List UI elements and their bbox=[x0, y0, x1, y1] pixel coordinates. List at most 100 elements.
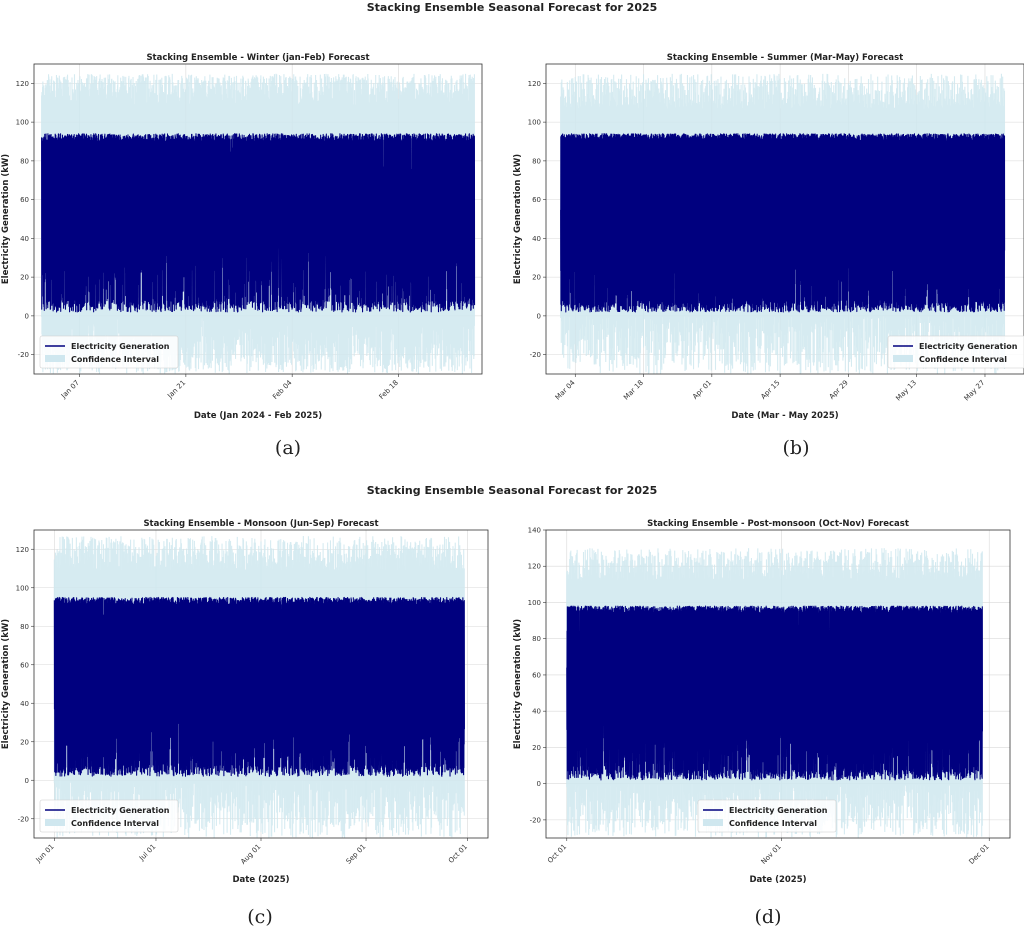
x-tick-label: Apr 01 bbox=[691, 379, 713, 401]
y-tick-label: 0 bbox=[25, 777, 29, 785]
electricity-generation-line bbox=[41, 133, 476, 313]
x-axis-label: Date (Mar - May 2025) bbox=[731, 411, 838, 421]
figure-top-suptitle: Stacking Ensemble Seasonal Forecast for … bbox=[366, 1, 658, 14]
y-tick-label: 0 bbox=[537, 312, 541, 320]
y-tick-label: -20 bbox=[530, 351, 541, 359]
caption-b: (b) bbox=[782, 437, 810, 459]
legend-label-line: Electricity Generation bbox=[71, 806, 170, 815]
y-tick-label: 100 bbox=[16, 119, 29, 127]
y-tick-label: -20 bbox=[18, 351, 29, 359]
caption-d: (d) bbox=[754, 906, 782, 928]
chart-title: Stacking Ensemble - Post-monsoon (Oct-No… bbox=[647, 519, 909, 529]
y-tick-label: 0 bbox=[537, 780, 541, 788]
electricity-generation-line bbox=[53, 596, 465, 777]
legend-box bbox=[39, 799, 179, 833]
x-tick-label: Nov 01 bbox=[760, 843, 783, 866]
y-axis-label: Electricity Generation (kW) bbox=[513, 154, 523, 284]
y-tick-label: 120 bbox=[528, 563, 541, 571]
y-tick-label: 140 bbox=[528, 527, 541, 535]
x-tick-label: May 13 bbox=[894, 379, 918, 403]
plot-frame bbox=[545, 63, 1024, 375]
x-tick-label: Jul 01 bbox=[137, 843, 157, 863]
plot-frame bbox=[545, 529, 1011, 839]
x-tick-label: Aug 01 bbox=[239, 843, 262, 866]
y-tick-label: 100 bbox=[528, 599, 541, 607]
y-tick-label: 60 bbox=[20, 196, 29, 204]
x-tick-label: Feb 04 bbox=[271, 378, 294, 401]
y-tick-label: 20 bbox=[20, 274, 29, 282]
chart-title: Stacking Ensemble - Winter (jan-Feb) For… bbox=[146, 53, 369, 63]
x-tick-label: Feb 18 bbox=[378, 379, 400, 401]
y-tick-label: 80 bbox=[20, 157, 29, 165]
x-tick-label: Mar 18 bbox=[622, 379, 645, 402]
legend-label-line: Electricity Generation bbox=[71, 342, 170, 351]
legend-label-line: Electricity Generation bbox=[729, 806, 828, 815]
electricity-generation-line bbox=[560, 133, 1006, 313]
y-tick-label: 120 bbox=[16, 80, 29, 88]
x-tick-label: Dec 01 bbox=[968, 843, 991, 866]
legend-swatch-band bbox=[45, 819, 65, 826]
x-tick-label: May 27 bbox=[963, 379, 987, 403]
x-tick-label: Mar 04 bbox=[554, 378, 577, 401]
caption-c: (c) bbox=[247, 906, 273, 928]
y-tick-label: 20 bbox=[532, 744, 541, 752]
chart-monsoon: Stacking Ensemble - Monsoon (Jun-Sep) Fo… bbox=[1, 519, 489, 885]
x-tick-label: Sep 01 bbox=[345, 843, 368, 866]
y-axis-label: Electricity Generation (kW) bbox=[1, 154, 11, 284]
y-tick-label: 40 bbox=[20, 235, 29, 243]
y-tick-label: -20 bbox=[530, 816, 541, 824]
caption-a: (a) bbox=[274, 437, 302, 459]
legend-box bbox=[887, 335, 1024, 369]
y-tick-label: 80 bbox=[532, 157, 541, 165]
legend-label-band: Confidence Interval bbox=[71, 355, 159, 364]
legend: Electricity Generation Confidence Interva… bbox=[887, 335, 1024, 369]
y-tick-label: 60 bbox=[20, 661, 29, 669]
y-tick-label: 100 bbox=[528, 119, 541, 127]
y-tick-label: 20 bbox=[532, 274, 541, 282]
y-tick-label: 120 bbox=[528, 80, 541, 88]
legend-label-band: Confidence Interval bbox=[71, 819, 159, 828]
y-tick-label: 0 bbox=[25, 312, 29, 320]
chart-summer: Stacking Ensemble - Summer (Mar-May) For… bbox=[513, 53, 1024, 421]
y-tick-label: 40 bbox=[532, 235, 541, 243]
y-tick-label: 60 bbox=[532, 196, 541, 204]
x-tick-label: Oct 01 bbox=[447, 843, 469, 865]
x-axis-label: Date (Jan 2024 - Feb 2025) bbox=[194, 411, 322, 421]
legend-box bbox=[39, 335, 179, 369]
electricity-generation-line bbox=[566, 605, 983, 781]
x-tick-label: Jun 01 bbox=[34, 843, 56, 865]
y-tick-label: -20 bbox=[18, 815, 29, 823]
chart-title: Stacking Ensemble - Summer (Mar-May) For… bbox=[667, 53, 903, 63]
legend: Electricity Generation Confidence Interva… bbox=[697, 799, 837, 833]
legend-label-band: Confidence Interval bbox=[919, 355, 1007, 364]
legend-box bbox=[697, 799, 837, 833]
figure-bottom-suptitle: Stacking Ensemble Seasonal Forecast for … bbox=[366, 484, 658, 497]
legend-swatch-band bbox=[703, 819, 723, 826]
y-axis-label: Electricity Generation (kW) bbox=[513, 619, 523, 749]
legend-swatch-band bbox=[893, 355, 913, 362]
chart-winter: Stacking Ensemble - Winter (jan-Feb) For… bbox=[1, 53, 483, 421]
y-tick-label: 100 bbox=[16, 584, 29, 592]
legend-label-band: Confidence Interval bbox=[729, 819, 817, 828]
y-tick-label: 40 bbox=[20, 700, 29, 708]
legend-label-line: Electricity Generation bbox=[919, 342, 1018, 351]
x-tick-label: Jan 07 bbox=[59, 379, 81, 401]
chart-post-monsoon: Stacking Ensemble - Post-monsoon (Oct-No… bbox=[513, 519, 1011, 885]
legend: Electricity Generation Confidence Interva… bbox=[39, 799, 179, 833]
y-axis-label: Electricity Generation (kW) bbox=[1, 619, 11, 749]
x-axis-label: Date (2025) bbox=[232, 875, 289, 885]
y-tick-label: 80 bbox=[20, 623, 29, 631]
x-tick-label: Oct 01 bbox=[546, 843, 568, 865]
legend: Electricity Generation Confidence Interva… bbox=[39, 335, 179, 369]
x-tick-label: Jan 21 bbox=[165, 379, 187, 401]
x-tick-label: Apr 29 bbox=[828, 379, 850, 401]
legend-swatch-band bbox=[45, 355, 65, 362]
y-tick-label: 80 bbox=[532, 635, 541, 643]
x-axis-label: Date (2025) bbox=[749, 875, 806, 885]
x-tick-label: Apr 15 bbox=[759, 379, 781, 401]
y-tick-label: 120 bbox=[16, 546, 29, 554]
y-tick-label: 20 bbox=[20, 738, 29, 746]
plot-frame bbox=[33, 63, 483, 375]
y-tick-label: 40 bbox=[532, 708, 541, 716]
chart-title: Stacking Ensemble - Monsoon (Jun-Sep) Fo… bbox=[143, 519, 378, 529]
